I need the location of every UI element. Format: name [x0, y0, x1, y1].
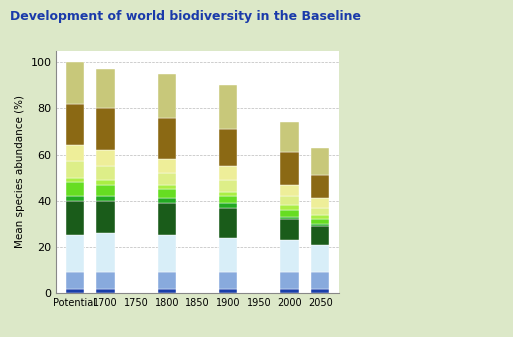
Bar: [96, 150, 115, 166]
Bar: [280, 210, 299, 217]
Bar: [96, 69, 115, 108]
Bar: [219, 196, 238, 203]
Bar: [280, 205, 299, 210]
Y-axis label: Mean species abundance (%): Mean species abundance (%): [15, 95, 25, 248]
Bar: [311, 148, 329, 175]
Bar: [280, 272, 299, 288]
Bar: [311, 215, 329, 219]
Bar: [66, 161, 84, 178]
Bar: [280, 288, 299, 293]
Bar: [219, 180, 238, 191]
Bar: [96, 185, 115, 196]
Bar: [311, 219, 329, 224]
Bar: [219, 85, 238, 129]
Bar: [157, 118, 176, 159]
Bar: [280, 196, 299, 205]
Bar: [280, 122, 299, 152]
Text: Development of world biodiversity in the Baseline: Development of world biodiversity in the…: [10, 10, 361, 23]
Bar: [280, 152, 299, 185]
Bar: [219, 208, 238, 238]
Bar: [96, 108, 115, 150]
Bar: [157, 288, 176, 293]
Bar: [157, 189, 176, 198]
Bar: [311, 198, 329, 208]
Bar: [157, 173, 176, 185]
Bar: [66, 272, 84, 288]
Bar: [66, 62, 84, 104]
Bar: [280, 219, 299, 240]
Bar: [157, 198, 176, 203]
Bar: [96, 201, 115, 233]
Bar: [157, 74, 176, 118]
Bar: [311, 224, 329, 226]
Bar: [219, 191, 238, 196]
Bar: [219, 166, 238, 180]
Bar: [157, 203, 176, 236]
Bar: [311, 272, 329, 288]
Bar: [66, 288, 84, 293]
Bar: [311, 226, 329, 245]
Bar: [311, 175, 329, 198]
Bar: [219, 238, 238, 272]
Bar: [311, 245, 329, 272]
Bar: [280, 217, 299, 219]
Bar: [96, 288, 115, 293]
Bar: [157, 185, 176, 189]
Bar: [311, 208, 329, 215]
Bar: [219, 288, 238, 293]
Bar: [66, 104, 84, 145]
Bar: [66, 236, 84, 272]
Legend: Tropical grassland
and savannah, Temperate grassland
and steppe, Tropical rain f: Tropical grassland and savannah, Tempera…: [348, 38, 461, 236]
Bar: [157, 272, 176, 288]
Bar: [280, 185, 299, 196]
Bar: [96, 196, 115, 201]
Bar: [96, 272, 115, 288]
Bar: [66, 201, 84, 236]
Bar: [66, 178, 84, 182]
Bar: [280, 240, 299, 272]
Bar: [66, 182, 84, 196]
Bar: [96, 180, 115, 185]
Bar: [157, 236, 176, 272]
Bar: [66, 196, 84, 201]
Bar: [157, 159, 176, 173]
Bar: [219, 272, 238, 288]
Bar: [66, 145, 84, 161]
Bar: [219, 203, 238, 208]
Bar: [311, 288, 329, 293]
Bar: [96, 166, 115, 180]
Bar: [219, 129, 238, 166]
Bar: [96, 233, 115, 272]
